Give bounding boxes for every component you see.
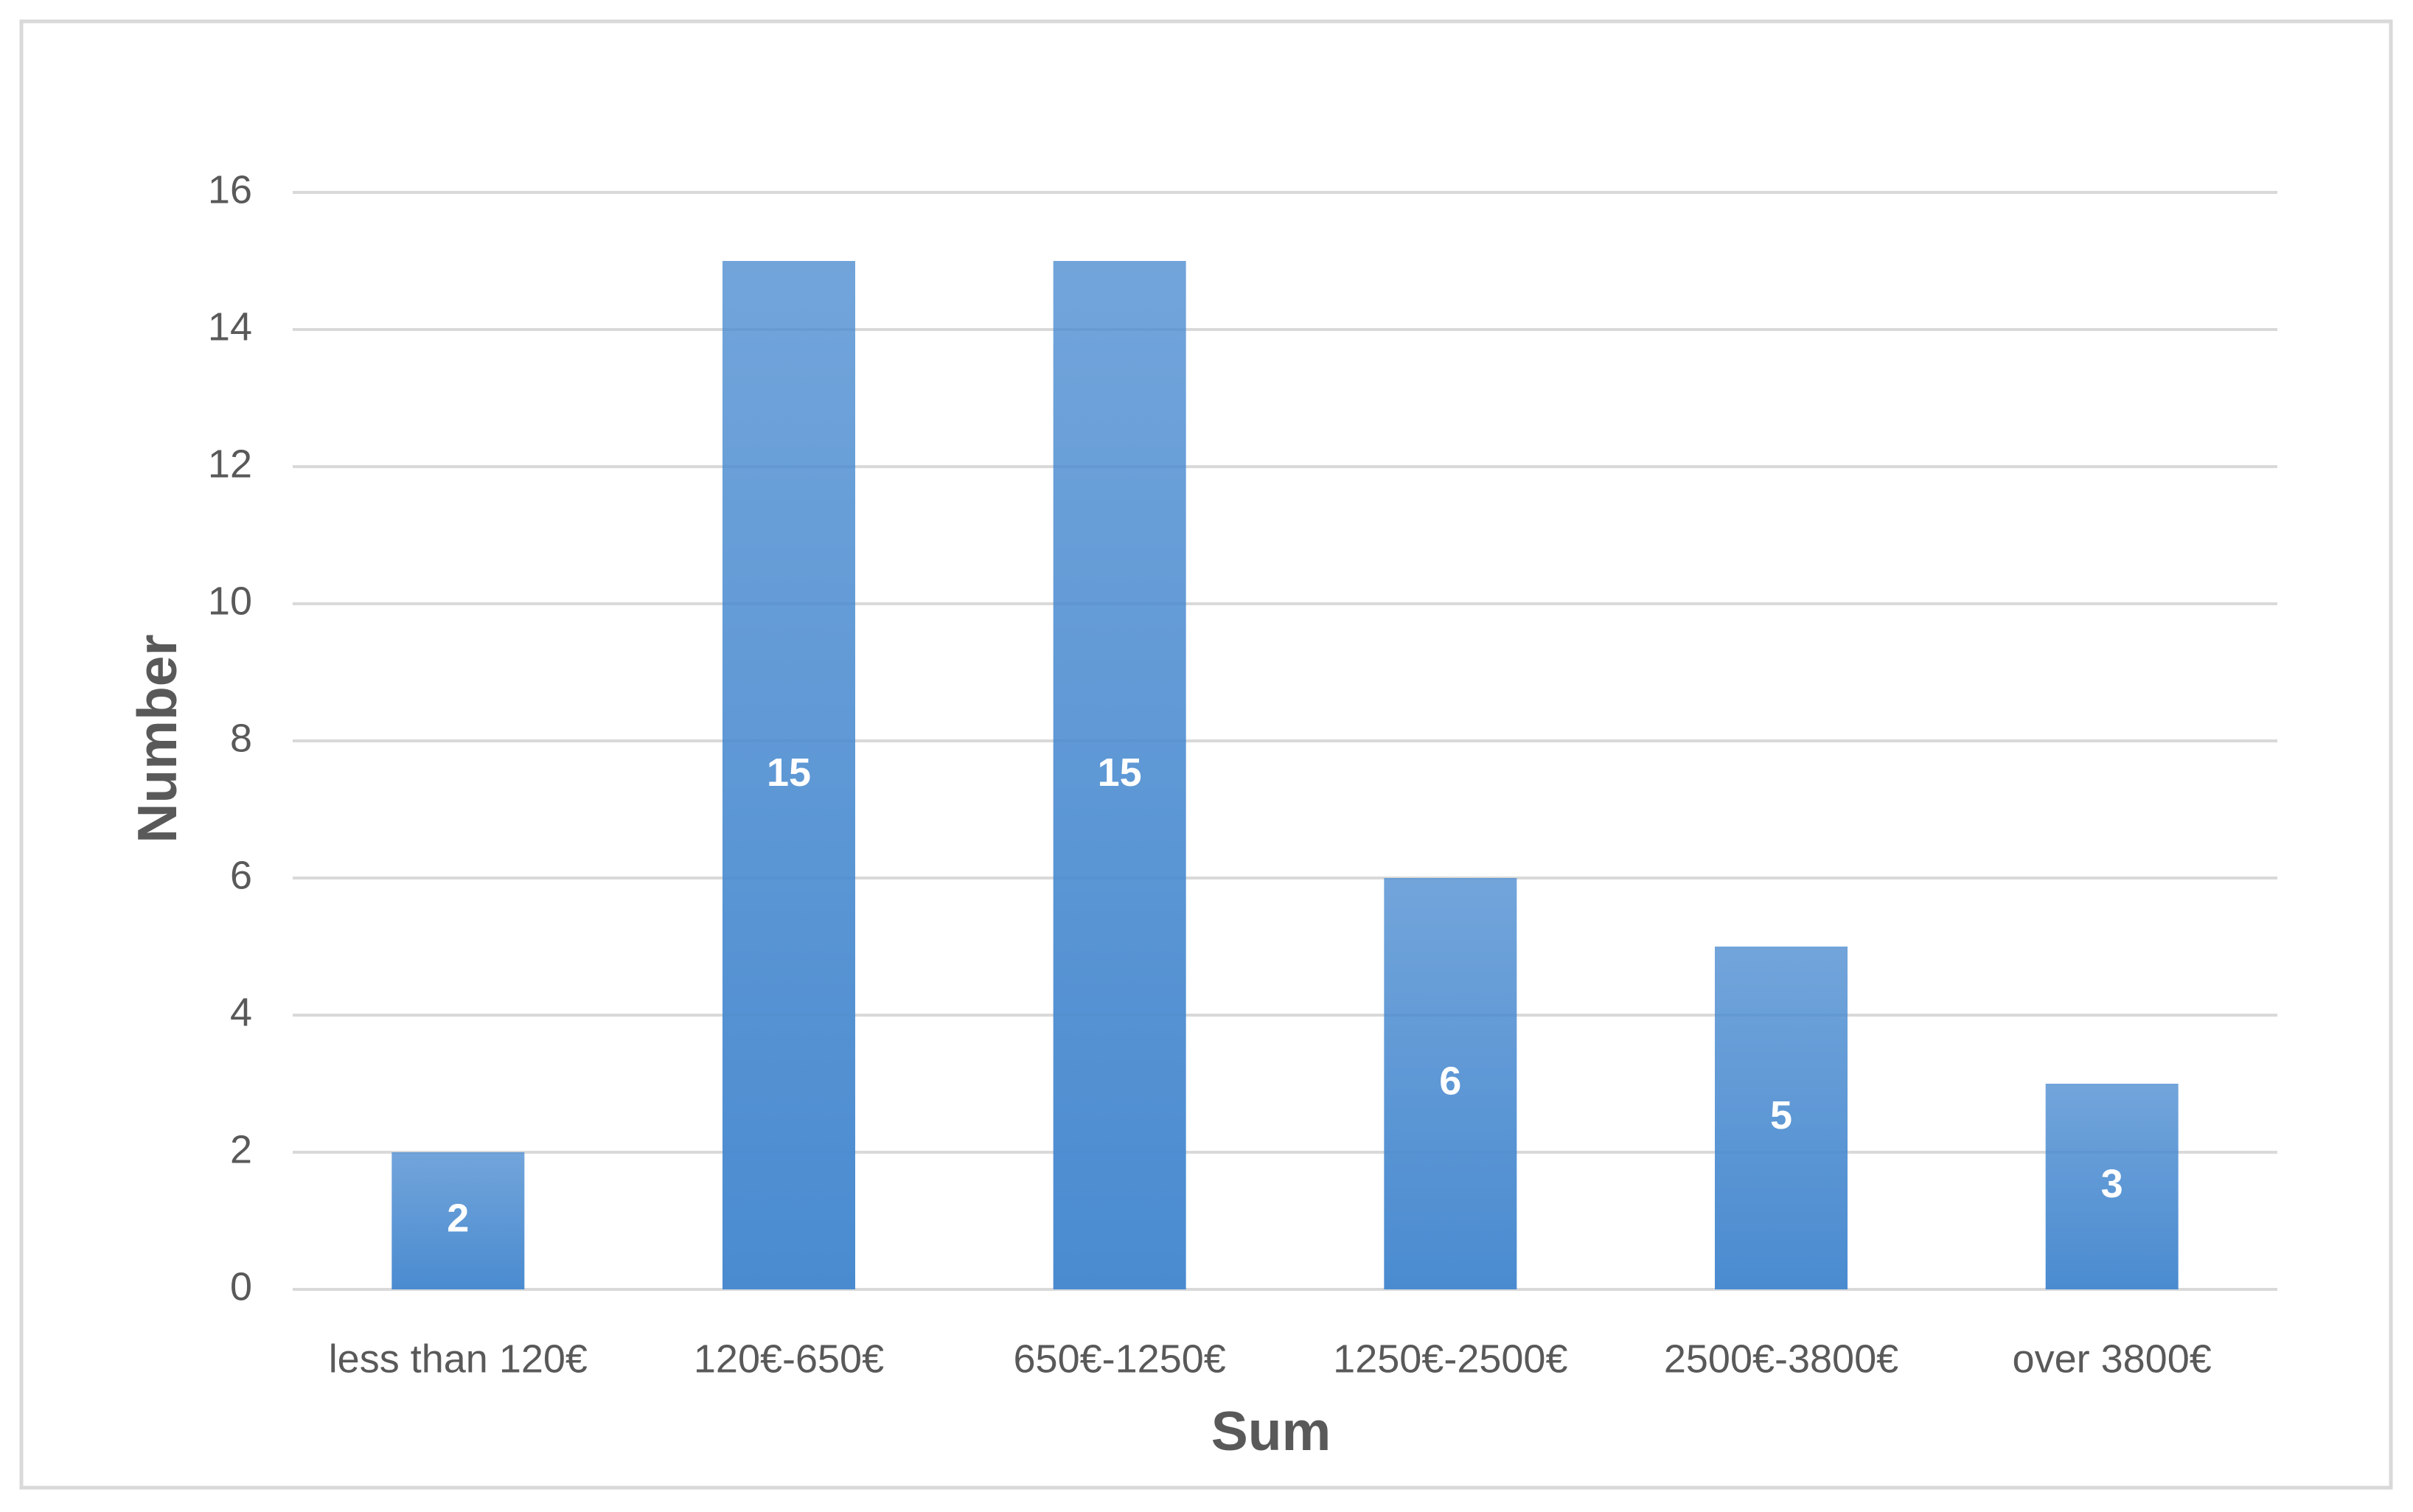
y-tick-label: 8: [230, 716, 252, 760]
y-axis-title: Number: [126, 634, 188, 843]
bar: [722, 261, 855, 1289]
chart-border: [19, 19, 2393, 1490]
y-tick-label: 2: [230, 1127, 252, 1171]
y-tick-label: 16: [208, 167, 252, 212]
data-label: 15: [767, 750, 811, 795]
y-tick-label: 12: [208, 442, 252, 486]
x-tick-label: 120€-650€: [694, 1337, 884, 1381]
data-label: 6: [1439, 1059, 1461, 1103]
bar: [2045, 1084, 2179, 1289]
y-tick-label: 14: [208, 304, 252, 349]
x-tick-label: over 3800€: [2013, 1337, 2212, 1381]
data-label: 15: [1098, 750, 1142, 795]
bar: [1384, 878, 1517, 1289]
x-tick-label: 2500€-3800€: [1664, 1337, 1898, 1381]
x-axis-title: Sum: [1211, 1400, 1331, 1462]
bar: [1053, 261, 1186, 1289]
data-label: 2: [447, 1196, 469, 1240]
y-tick-label: 6: [230, 853, 252, 897]
data-label: 5: [1770, 1093, 1792, 1138]
bar: [391, 1152, 525, 1289]
data-label: 3: [2101, 1162, 2123, 1206]
y-tick-label: 0: [230, 1264, 252, 1309]
bar: [1715, 947, 1848, 1289]
x-tick-label: 1250€-2500€: [1333, 1337, 1567, 1381]
x-tick-label: 650€-1250€: [1014, 1337, 1226, 1381]
y-tick-label: 10: [208, 579, 252, 623]
y-tick-label: 4: [230, 990, 252, 1034]
x-tick-label: less than 120€: [329, 1337, 588, 1381]
